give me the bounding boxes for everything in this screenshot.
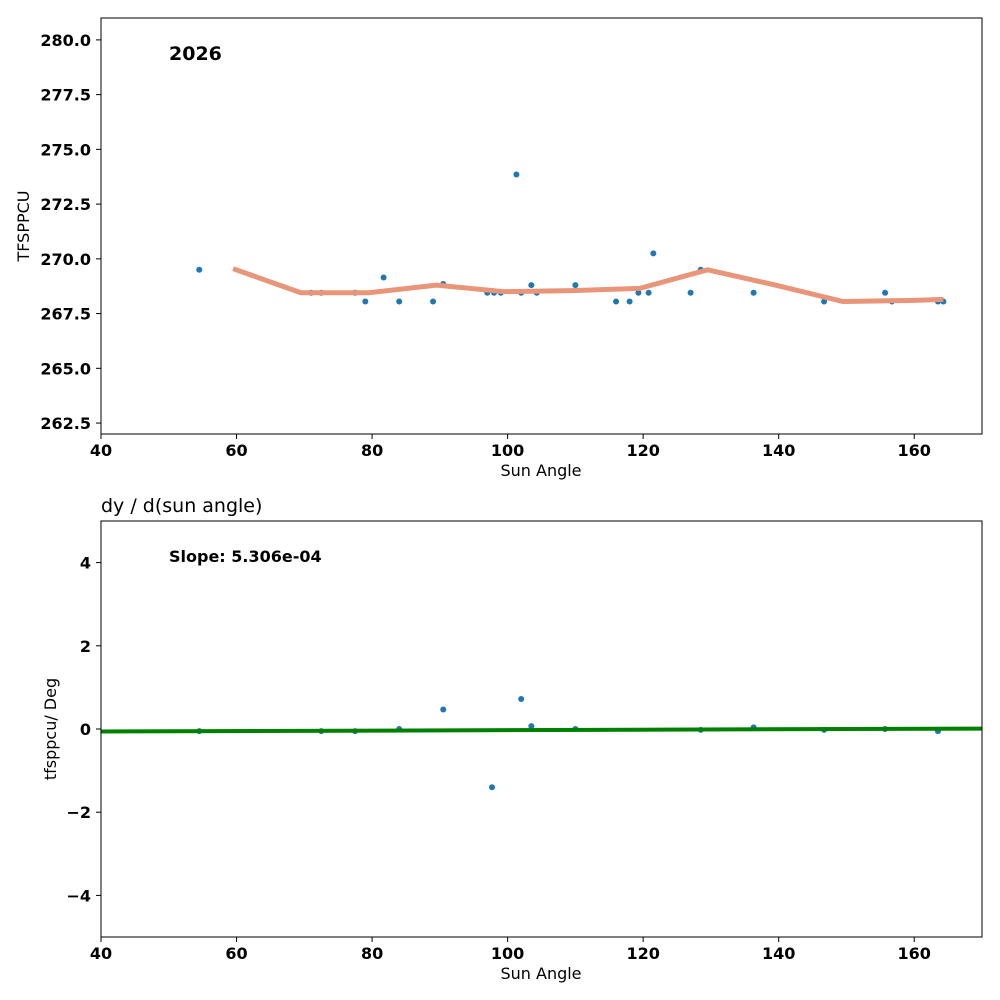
bottom-chart-x-axis-label: Sun Angle <box>500 964 581 983</box>
bottom-chart-data-point <box>440 706 447 713</box>
bottom-chart-y-tick-label: 4 <box>80 554 91 573</box>
top-chart-y-tick-label: 267.5 <box>40 305 91 324</box>
top-chart-data-point <box>613 298 620 305</box>
top-chart-x-axis-label: Sun Angle <box>500 461 581 480</box>
bottom-chart-x-tick-label: 100 <box>491 944 524 963</box>
bottom-chart: dy / d(sun angle) 40 60 80 100 120 140 160 −4−… <box>41 495 983 983</box>
top-chart-y-tick-label: 265.0 <box>40 359 91 378</box>
top-chart-data-point <box>750 289 757 296</box>
top-chart-y-tick-label: 262.5 <box>40 414 91 433</box>
top-chart-data-point <box>430 298 437 305</box>
bottom-chart-y-tick-label: −2 <box>66 803 91 822</box>
top-chart: 40 60 80 100 120 140 160 262.5265.0267.5270.02… <box>14 17 983 480</box>
bottom-chart-x-tick-label: 140 <box>762 944 795 963</box>
top-chart-data-point <box>650 250 657 257</box>
bottom-chart-marks <box>100 696 983 791</box>
bottom-chart-y-tick-label: −4 <box>66 886 91 905</box>
top-chart-data-point <box>821 298 828 305</box>
top-chart-x-tick-label: 120 <box>626 441 659 460</box>
top-chart-x-tick-label: 80 <box>361 441 383 460</box>
top-chart-marks <box>196 171 947 305</box>
top-chart-x-tick-label: 160 <box>898 441 931 460</box>
bottom-chart-slope-annotation: Slope: 5.306e-04 <box>169 547 322 566</box>
top-chart-data-point <box>380 274 387 281</box>
top-chart-data-point <box>687 289 694 296</box>
bottom-chart-data-point <box>518 696 525 703</box>
bottom-chart-x-ticks: 40 60 80 100 120 140 160 <box>90 937 931 963</box>
top-chart-smoothed-line <box>232 266 944 305</box>
top-chart-y-tick-label: 272.5 <box>40 195 91 214</box>
bottom-chart-x-tick-label: 120 <box>626 944 659 963</box>
bottom-chart-x-tick-label: 80 <box>361 944 383 963</box>
bottom-chart-x-tick-label: 40 <box>90 944 112 963</box>
top-chart-x-tick-label: 40 <box>90 441 112 460</box>
bottom-chart-y-ticks: −4 −2 0 2 4 <box>66 554 101 905</box>
top-chart-x-tick-label: 140 <box>762 441 795 460</box>
bottom-chart-y-tick-label: 0 <box>80 720 91 739</box>
top-chart-y-tick-label: 280.0 <box>40 31 91 50</box>
top-chart-data-point <box>513 171 520 178</box>
bottom-chart-x-tick-label: 60 <box>225 944 247 963</box>
top-chart-y-ticks: 262.5 265.0 267.5 270.0 272.5 275.0 277.5 280.0 <box>40 31 101 433</box>
top-chart-data-point <box>645 289 652 296</box>
bottom-chart-title: dy / d(sun angle) <box>101 495 262 517</box>
top-chart-y-axis-label: TFSPPCU <box>14 190 33 262</box>
top-chart-data-point <box>626 298 633 305</box>
bottom-chart-data-point <box>528 723 535 730</box>
top-chart-y-tick-label: 275.0 <box>40 140 91 159</box>
bottom-chart-data-point <box>489 784 496 791</box>
bottom-chart-fit-line <box>100 726 983 734</box>
top-chart-y-tick-label: 277.5 <box>40 86 91 105</box>
top-chart-plot-frame <box>100 17 983 435</box>
bottom-chart-x-tick-label: 160 <box>898 944 931 963</box>
top-chart-data-point <box>196 266 203 273</box>
top-chart-data-point <box>635 289 642 296</box>
top-chart-data-point <box>882 289 889 296</box>
top-chart-x-tick-label: 60 <box>225 441 247 460</box>
top-chart-y-tick-label: 270.0 <box>40 250 91 269</box>
top-chart-x-ticks: 40 60 80 100 120 140 160 <box>90 434 931 460</box>
top-chart-data-point <box>572 282 579 289</box>
bottom-chart-y-axis-label: tfsppcu/ Deg <box>41 678 60 780</box>
top-chart-year-annotation: 2026 <box>169 43 222 65</box>
bottom-chart-y-tick-label: 2 <box>80 637 91 656</box>
top-chart-data-point <box>396 298 403 305</box>
top-chart-data-point <box>362 298 369 305</box>
top-chart-data-point <box>528 282 535 289</box>
top-chart-x-tick-label: 100 <box>491 441 524 460</box>
